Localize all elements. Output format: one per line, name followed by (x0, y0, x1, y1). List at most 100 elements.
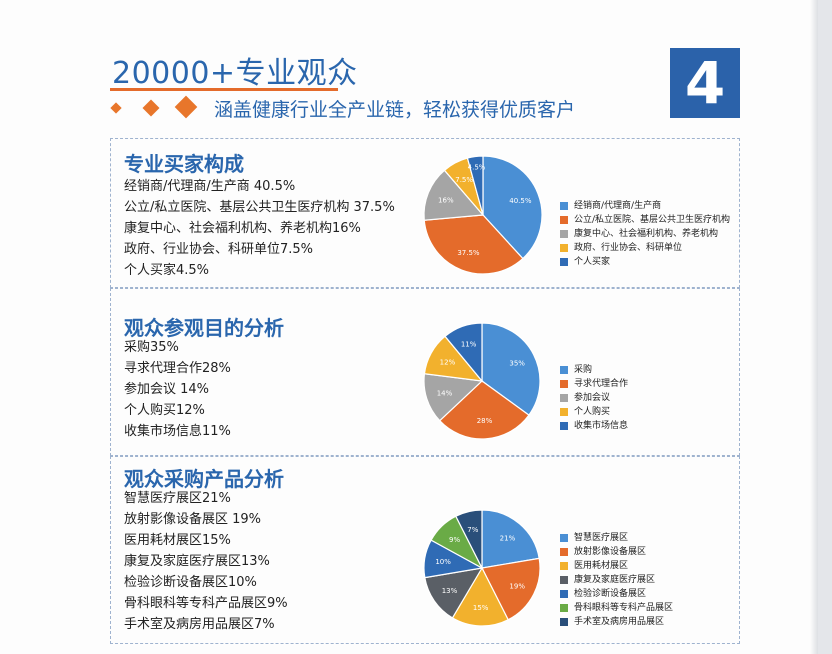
slice-label: 7.5% (455, 176, 473, 184)
legend-swatch (560, 576, 568, 584)
legend-label: 智慧医疗展区 (574, 533, 629, 543)
section-title-products: 观众采购产品分析 (124, 467, 284, 491)
legend-label: 检验诊断设备展区 (574, 589, 647, 599)
legend-item: 政府、行业协会、科研单位 (560, 241, 730, 255)
legend-item: 公立/私立医院、基层公共卫生医疗机构 (560, 213, 730, 227)
legend-item: 康复中心、社会福利机构、养老机构 (560, 227, 730, 241)
pie-slice (482, 155, 543, 260)
legend-item: 检验诊断设备展区 (560, 587, 673, 601)
pie-chart-buyers: 40.5% 37.5% 16% 7.5% 4.5% (423, 155, 543, 275)
legend-label: 采购 (574, 365, 593, 375)
page-number-badge: 4 (670, 48, 740, 118)
page-subtitle: 涵盖健康行业全产业链，轻松获得优质客户 (214, 99, 576, 121)
diamond-icon-medium (142, 99, 160, 117)
section-lines-purpose: 采购35% 寻求代理合作28% 参加会议 14% 个人购买12% 收集市场信息1… (124, 337, 231, 442)
diamond-icon-large (174, 95, 198, 119)
legend-swatch (560, 534, 568, 542)
legend-swatch (560, 244, 568, 252)
stat-line: 经销商/代理商/生产商 40.5% (124, 179, 296, 194)
stat-line: 手术室及病房用品展区7% (124, 617, 275, 632)
pie-slice (438, 380, 530, 440)
legend-label: 政府、行业协会、科研单位 (574, 243, 683, 253)
legend-swatch (560, 230, 568, 238)
diamond-icon-small (110, 102, 122, 114)
slice-label: 28% (477, 417, 493, 425)
legend-item: 个人购买 (560, 405, 628, 419)
page-title: 20000+专业观众 (112, 56, 358, 91)
slice-label: 4.5% (468, 164, 486, 172)
legend-label: 康复及家庭医疗展区 (574, 575, 656, 585)
slice-label: 13% (442, 587, 458, 595)
stat-line: 政府、行业协会、科研单位7.5% (124, 242, 314, 257)
stat-line: 采购35% (124, 340, 179, 355)
legend-label: 放射影像设备展区 (574, 547, 647, 557)
pie-slice (423, 373, 484, 422)
legend-swatch (560, 394, 568, 402)
legend-label: 个人买家 (574, 257, 611, 267)
legend-label: 康复中心、社会福利机构、养老机构 (574, 229, 719, 239)
pie-slice (481, 557, 541, 621)
legend-label: 寻求代理合作 (574, 379, 629, 389)
legend-item: 医用耗材展区 (560, 559, 673, 573)
legend-swatch (560, 618, 568, 626)
section-lines-buyers: 经销商/代理商/生产商 40.5% 公立/私立医院、基层公共卫生医疗机构 37.… (124, 176, 395, 281)
legend-swatch (560, 366, 568, 374)
slice-label: 21% (500, 534, 516, 542)
pie-chart-purpose: 35% 28% 14% 12% 11% (423, 322, 541, 440)
stat-line: 寻求代理合作28% (124, 361, 231, 376)
stat-line: 康复及家庭医疗展区13% (124, 554, 270, 569)
legend-swatch (560, 380, 568, 388)
stat-line: 个人购买12% (124, 403, 205, 418)
slice-label: 16% (438, 196, 454, 204)
pie-slice (481, 322, 541, 416)
stat-line: 医用耗材展区15% (124, 533, 231, 548)
stat-line: 个人买家4.5% (124, 263, 210, 278)
panel-buyer-composition (110, 138, 740, 288)
slice-label: 11% (461, 340, 477, 348)
slice-label: 35% (509, 360, 525, 368)
legend-label: 收集市场信息 (574, 421, 629, 431)
stat-line: 收集市场信息11% (124, 424, 231, 439)
title-underline (110, 88, 338, 91)
slice-label: 37.5% (457, 249, 480, 257)
legend-item: 骨科眼科等专科产品展区 (560, 601, 673, 615)
legend-swatch (560, 216, 568, 224)
legend-item: 放射影像设备展区 (560, 545, 673, 559)
page-edge (818, 0, 832, 654)
legend-swatch (560, 202, 568, 210)
pie-slice (455, 509, 483, 569)
stat-line: 公立/私立医院、基层公共卫生医疗机构 37.5% (124, 200, 395, 215)
slice-label: 9% (449, 536, 460, 544)
pie-slice (451, 566, 509, 627)
legend-label: 手术室及病房用品展区 (574, 617, 665, 627)
slice-label: 40.5% (509, 197, 532, 205)
legend-swatch (560, 548, 568, 556)
section-lines-products: 智慧医疗展区21% 放射影像设备展区 19% 医用耗材展区15% 康复及家庭医疗… (124, 488, 288, 635)
panel-visit-purpose (110, 288, 740, 456)
pie-slice (444, 322, 483, 383)
legend-products: 智慧医疗展区放射影像设备展区 医用耗材展区康复及家庭医疗展区 检验诊断设备展区骨科眼… (560, 531, 673, 629)
slice-label: 10% (435, 558, 451, 566)
legend-label: 骨科眼科等专科产品展区 (574, 603, 674, 613)
stat-line: 参加会议 14% (124, 382, 210, 397)
legend-item: 收集市场信息 (560, 419, 628, 433)
legend-purpose: 采购寻求代理合作 参加会议个人购买收集市场信息 (560, 363, 628, 433)
slice-label: 14% (437, 390, 453, 398)
pie-slice (423, 214, 524, 275)
stat-line: 骨科眼科等专科产品展区9% (124, 596, 288, 611)
stat-line: 智慧医疗展区21% (124, 491, 231, 506)
section-title-purpose: 观众参观目的分析 (124, 316, 284, 340)
legend-item: 采购 (560, 363, 628, 377)
legend-label: 参加会议 (574, 393, 611, 403)
slice-label: 7% (467, 526, 478, 534)
legend-swatch (560, 562, 568, 570)
legend-swatch (560, 408, 568, 416)
section-title-buyers: 专业买家构成 (124, 152, 244, 176)
legend-item: 康复及家庭医疗展区 (560, 573, 673, 587)
legend-swatch (560, 590, 568, 598)
legend-label: 医用耗材展区 (574, 561, 629, 571)
stat-line: 康复中心、社会福利机构、养老机构16% (124, 221, 361, 236)
panel-purchase-products (110, 456, 740, 644)
legend-item: 参加会议 (560, 391, 628, 405)
